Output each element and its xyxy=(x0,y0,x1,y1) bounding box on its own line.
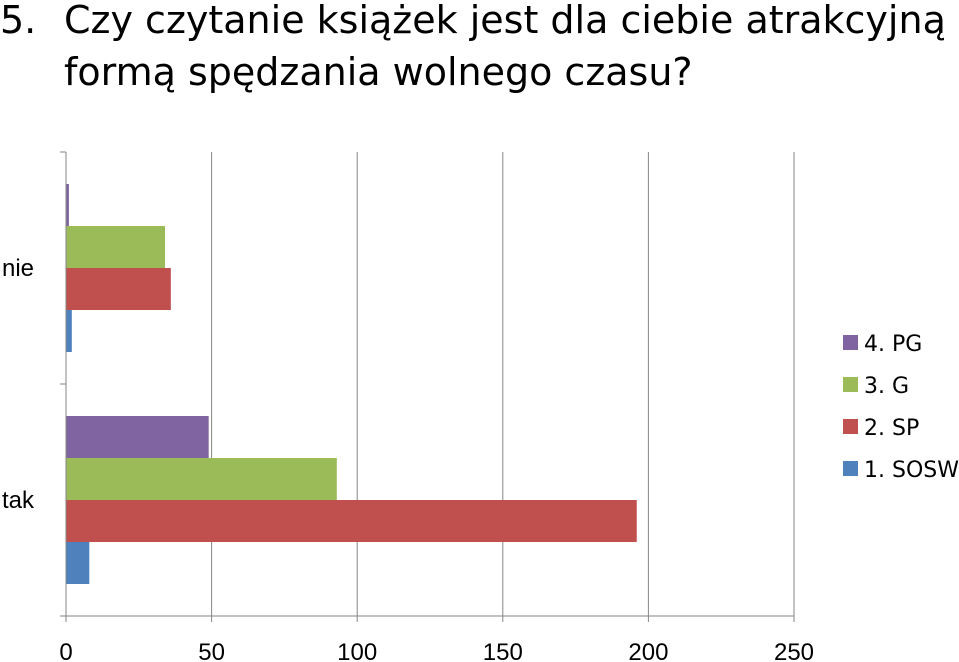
x-tick-label-150: 150 xyxy=(483,639,523,662)
x-tick-label-250: 250 xyxy=(774,639,814,662)
bar-nie-2-sp xyxy=(66,268,171,310)
legend-swatch-1-sosw xyxy=(843,461,858,476)
bar-tak-2-sp xyxy=(66,500,637,542)
category-label-nie: nie xyxy=(2,255,34,282)
question-number: 5. xyxy=(0,0,37,42)
x-tick-label-0: 0 xyxy=(59,639,72,662)
bar-tak-4-pg xyxy=(66,416,209,458)
legend-swatch-3-g xyxy=(843,377,858,392)
legend-swatch-2-sp xyxy=(843,419,858,434)
legend-label-3-g: 3. G xyxy=(864,374,909,399)
title-line-2: formą spędzania wolnego czasu? xyxy=(64,50,693,94)
bar-nie-4-pg xyxy=(66,184,69,226)
bar-tak-1-sosw xyxy=(66,542,90,584)
legend-swatch-4-pg xyxy=(843,335,858,350)
chart-title: 5. Czy czytanie książek jest dla ciebie a… xyxy=(0,0,959,98)
legend-label-2-sp: 2. SP xyxy=(864,416,919,441)
legend-label-4-pg: 4. PG xyxy=(864,332,922,357)
bar-nie-3-g xyxy=(66,226,166,268)
category-label-tak: tak xyxy=(2,487,35,514)
x-tick-label-100: 100 xyxy=(337,639,377,662)
bar-tak-3-g xyxy=(66,458,337,500)
x-tick-label-200: 200 xyxy=(628,639,668,662)
bar-nie-1-sosw xyxy=(66,310,72,352)
legend-label-1-sosw: 1. SOSW xyxy=(864,458,959,483)
x-tick-label-50: 50 xyxy=(198,639,225,662)
title-line-1: Czy czytanie książek jest dla ciebie atr… xyxy=(64,0,946,42)
